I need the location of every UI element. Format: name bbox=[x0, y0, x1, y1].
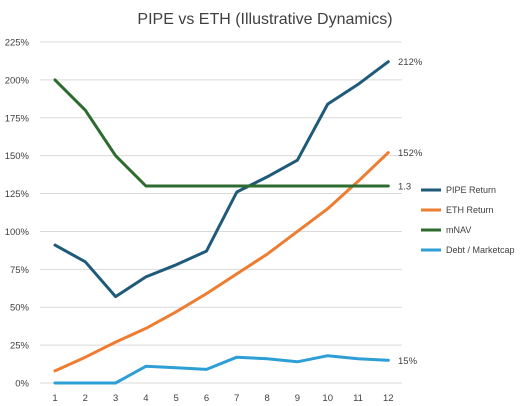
series-line-mnav bbox=[53, 78, 390, 188]
x-tick-label: 5 bbox=[174, 393, 179, 404]
y-tick-label: 0% bbox=[15, 379, 29, 390]
x-tick-label: 9 bbox=[295, 393, 300, 404]
y-tick-label: 150% bbox=[5, 151, 30, 162]
y-tick-label: 200% bbox=[5, 75, 30, 86]
end-label-eth-return: 152% bbox=[398, 148, 423, 159]
chart-title: PIPE vs ETH (Illustrative Dynamics) bbox=[137, 11, 392, 28]
legend: PIPE Return ETH Return mNAV Debt / Marketca… bbox=[421, 185, 515, 255]
x-tick-label: 10 bbox=[322, 393, 333, 404]
y-tick-label: 225% bbox=[5, 38, 30, 49]
series-line-eth-return bbox=[53, 151, 390, 373]
x-tick-label: 4 bbox=[143, 393, 148, 404]
y-tick-label: 175% bbox=[5, 113, 30, 124]
y-tick-label: 100% bbox=[5, 227, 30, 238]
legend-label-mnav: mNAV bbox=[446, 225, 471, 235]
y-tick-label: 25% bbox=[10, 341, 30, 352]
x-tick-label: 3 bbox=[113, 393, 118, 404]
x-tick-label: 12 bbox=[383, 393, 394, 404]
y-axis-ticks: 0% 25% 50% 75% 100% 125% 150% 175% 200% 225% bbox=[5, 38, 30, 390]
legend-label-pipe-return: PIPE Return bbox=[446, 185, 496, 195]
y-tick-label: 75% bbox=[10, 265, 30, 276]
end-labels: 212% 152% 1.3 15% bbox=[398, 57, 423, 367]
x-tick-label: 7 bbox=[234, 393, 239, 404]
legend-label-eth-return: ETH Return bbox=[446, 205, 494, 215]
x-tick-label: 8 bbox=[264, 393, 269, 404]
x-tick-label: 2 bbox=[83, 393, 88, 404]
series-lines bbox=[53, 60, 390, 385]
gridlines bbox=[40, 41, 402, 384]
x-tick-label: 6 bbox=[204, 393, 209, 404]
legend-label-debt-marketcap: Debt / Marketcap bbox=[446, 245, 515, 255]
y-tick-label: 50% bbox=[10, 303, 30, 314]
end-label-pipe-return: 212% bbox=[398, 57, 423, 68]
x-tick-label: 11 bbox=[353, 393, 363, 404]
series-line-debt-marketcap bbox=[53, 354, 390, 385]
x-axis-ticks: 1 2 3 4 5 6 7 8 9 10 11 12 bbox=[52, 393, 393, 404]
series-line-pipe-return bbox=[53, 60, 390, 299]
x-tick-label: 1 bbox=[52, 393, 57, 404]
end-label-debt-marketcap: 15% bbox=[398, 356, 418, 367]
end-label-mnav: 1.3 bbox=[398, 181, 411, 192]
y-tick-label: 125% bbox=[5, 189, 30, 200]
